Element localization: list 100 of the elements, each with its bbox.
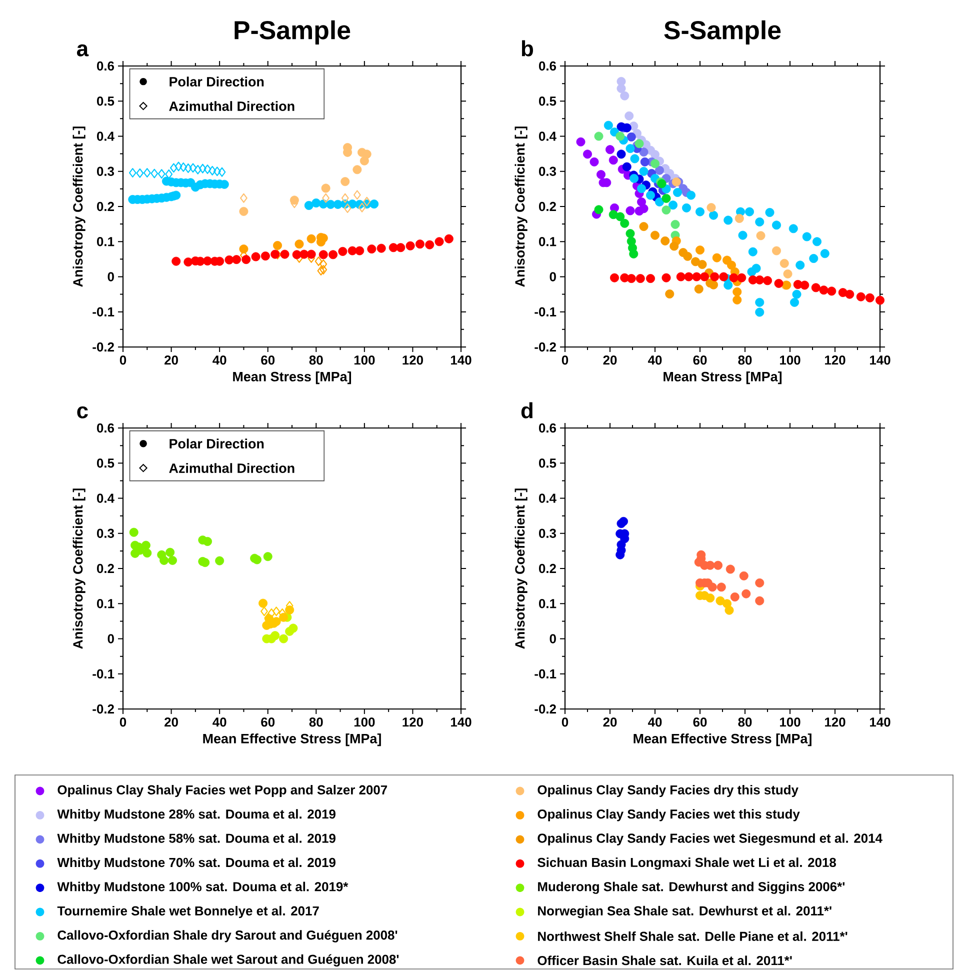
- legend-label: Whitby Mudstone 70% sat. Douma et al. 2019: [57, 858, 336, 870]
- x-tick-label: 60: [261, 356, 275, 365]
- point: [260, 252, 270, 261]
- point: [318, 250, 328, 260]
- point: [626, 229, 635, 238]
- y-tick-label: 0.5: [539, 96, 556, 106]
- point: [348, 246, 357, 256]
- y-tick-label: 0.6: [96, 61, 114, 71]
- y-tick-label: 0.2: [539, 202, 556, 212]
- y-tick-label: -0.2: [92, 342, 114, 352]
- point: [184, 163, 192, 173]
- point: [755, 578, 764, 588]
- point: [783, 269, 792, 278]
- point: [747, 267, 756, 276]
- point: [434, 237, 444, 246]
- y-tick-label: 0: [550, 272, 556, 282]
- y-tick-label: 0.4: [96, 494, 114, 503]
- point: [700, 272, 710, 282]
- point: [734, 214, 744, 223]
- point: [724, 216, 733, 225]
- point: [706, 594, 715, 603]
- point: [270, 250, 280, 259]
- legend-label: Opalinus Clay Sandy Facies dry this study: [538, 784, 798, 798]
- point: [224, 255, 234, 264]
- x-tick-label: 100: [354, 718, 375, 727]
- point: [258, 598, 268, 608]
- point: [268, 608, 276, 618]
- point: [232, 255, 241, 264]
- x-axis-title: Mean Effective Stress [MPa]: [634, 734, 812, 746]
- point: [272, 606, 280, 616]
- point: [646, 274, 656, 283]
- point: [198, 164, 206, 174]
- point: [425, 240, 434, 250]
- point: [811, 283, 820, 292]
- point: [251, 252, 260, 262]
- point: [590, 157, 599, 166]
- point: [304, 200, 314, 210]
- annotation: Polar Direction: [170, 76, 264, 87]
- point: [189, 163, 197, 173]
- point: [306, 234, 316, 244]
- point: [730, 592, 740, 602]
- point: [772, 220, 782, 230]
- point: [672, 177, 681, 186]
- point: [620, 91, 630, 100]
- point: [716, 582, 726, 592]
- x-tick-label: 40: [212, 718, 226, 727]
- point: [665, 289, 674, 298]
- legend-label: Opalinus Clay Sandy Facies wet this study: [538, 809, 800, 822]
- point: [165, 169, 173, 179]
- x-tick-label: 80: [738, 718, 752, 727]
- x-tick-label: 120: [825, 718, 846, 727]
- y-tick-label: -0.1: [92, 307, 114, 316]
- y-tick-label: 0.5: [96, 96, 114, 106]
- y-tick-label: 0.5: [539, 458, 556, 468]
- x-axis-title: Mean Stress [MPa]: [233, 372, 352, 384]
- point: [616, 132, 625, 141]
- point: [812, 237, 822, 246]
- point: [160, 556, 169, 565]
- point: [341, 193, 349, 203]
- point: [670, 220, 680, 229]
- legend-label: Sichuan Basin Longmaxi Shale wet Li et al. 2018: [538, 858, 836, 870]
- point: [328, 250, 338, 260]
- point: [745, 207, 754, 216]
- point: [755, 596, 764, 606]
- x-tick-label: 40: [648, 718, 662, 727]
- point: [616, 212, 625, 222]
- point: [772, 246, 782, 256]
- point: [396, 243, 406, 252]
- point: [215, 556, 224, 566]
- y-tick-label: 0.2: [96, 202, 114, 212]
- point: [802, 232, 812, 242]
- legend-label: Callovo-Oxfordian Shale wet Sarout and Guéguen 2008': [58, 954, 399, 967]
- y-tick-label: -0.2: [534, 704, 556, 714]
- point: [626, 144, 635, 154]
- point: [376, 244, 386, 253]
- point: [363, 196, 371, 206]
- annotation: Azimuthal Direction: [169, 463, 294, 473]
- point: [143, 168, 151, 178]
- point: [819, 286, 828, 295]
- point: [709, 210, 718, 220]
- y-tick-label: -0.1: [534, 307, 556, 316]
- point: [763, 276, 772, 286]
- point: [355, 246, 364, 256]
- point: [624, 111, 634, 120]
- point: [322, 193, 330, 203]
- point: [646, 190, 656, 200]
- x-tick-label: 80: [309, 718, 323, 727]
- point: [596, 170, 606, 180]
- point: [263, 552, 272, 562]
- y-tick-label: -0.1: [534, 669, 556, 678]
- point: [294, 240, 304, 249]
- point: [150, 168, 158, 178]
- point: [719, 272, 728, 282]
- x-tick-label: 20: [164, 356, 178, 365]
- legend-label: Opalinus Clay Sandy Facies wet Siegesmund et al. 2014: [538, 833, 882, 846]
- y-tick-label: 0.1: [539, 237, 556, 246]
- point: [755, 308, 764, 317]
- point: [755, 298, 764, 307]
- point: [292, 250, 302, 260]
- point: [184, 257, 193, 266]
